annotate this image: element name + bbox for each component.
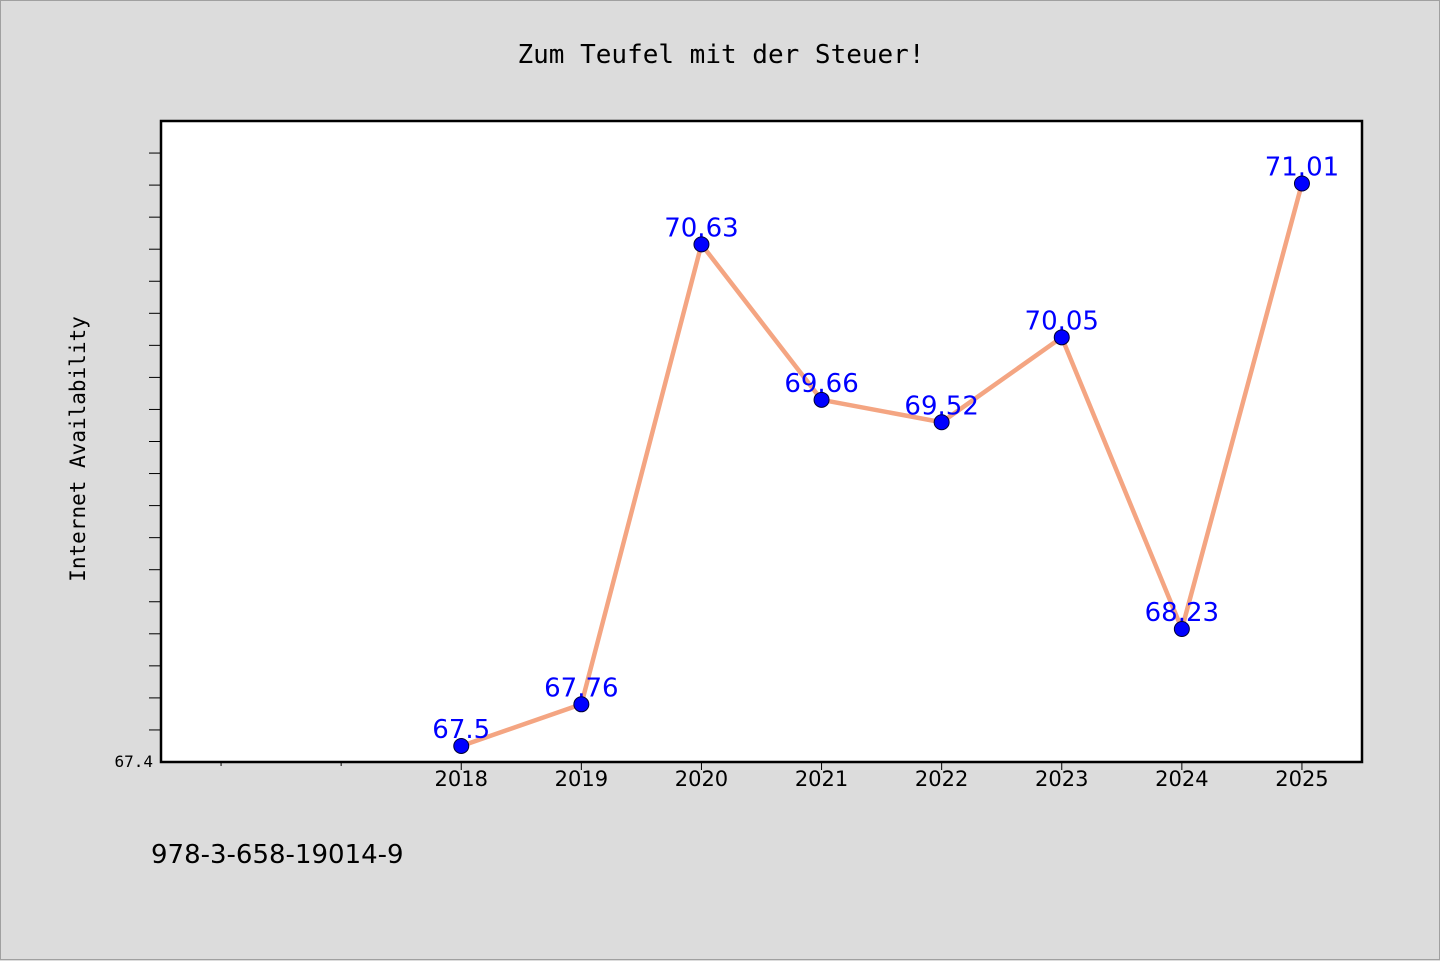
x-axis-ticks: 2018 2019 2020 2021 2022 2023 2024 2025 bbox=[220, 762, 1329, 791]
x-tick-label: 2025 bbox=[1275, 767, 1328, 791]
data-labels: 67.5 67.76 70.63 69.66 69.52 70.05 68.23 71.01 bbox=[432, 152, 1339, 744]
y-axis-min-label: 67.4 bbox=[114, 752, 153, 771]
x-tick-label: 2022 bbox=[915, 767, 968, 791]
chart-title: Zum Teufel mit der Steuer! bbox=[518, 40, 925, 70]
x-tick-label: 2019 bbox=[555, 767, 608, 791]
x-tick-label: 2018 bbox=[435, 767, 488, 791]
data-label: 70.05 bbox=[1025, 306, 1099, 336]
y-axis-label: Internet Availability bbox=[66, 316, 90, 582]
x-tick-label: 2024 bbox=[1155, 767, 1208, 791]
series-internet-availability bbox=[453, 175, 1310, 754]
y-axis-ticks bbox=[149, 152, 161, 731]
series-line bbox=[459, 181, 1305, 749]
x-tick-label: 2023 bbox=[1035, 767, 1088, 791]
data-point bbox=[693, 236, 710, 253]
data-label: 67.5 bbox=[432, 715, 490, 745]
data-point bbox=[813, 391, 830, 408]
data-label: 70.63 bbox=[664, 213, 738, 243]
data-point bbox=[1053, 329, 1070, 346]
data-label: 71.01 bbox=[1265, 152, 1339, 182]
data-point bbox=[1293, 175, 1310, 192]
data-point bbox=[933, 414, 950, 431]
data-label: 69.66 bbox=[784, 369, 858, 399]
data-label: 68.23 bbox=[1145, 598, 1219, 628]
plot-area bbox=[159, 119, 1364, 764]
data-label: 67.76 bbox=[544, 673, 618, 703]
x-tick-label: 2021 bbox=[795, 767, 848, 791]
data-point bbox=[1173, 620, 1190, 637]
data-point bbox=[573, 696, 590, 713]
footer-isbn: 978-3-658-19014-9 bbox=[151, 840, 404, 870]
data-point bbox=[453, 737, 470, 754]
x-tick-label: 2020 bbox=[675, 767, 728, 791]
data-label: 69.52 bbox=[904, 391, 978, 421]
